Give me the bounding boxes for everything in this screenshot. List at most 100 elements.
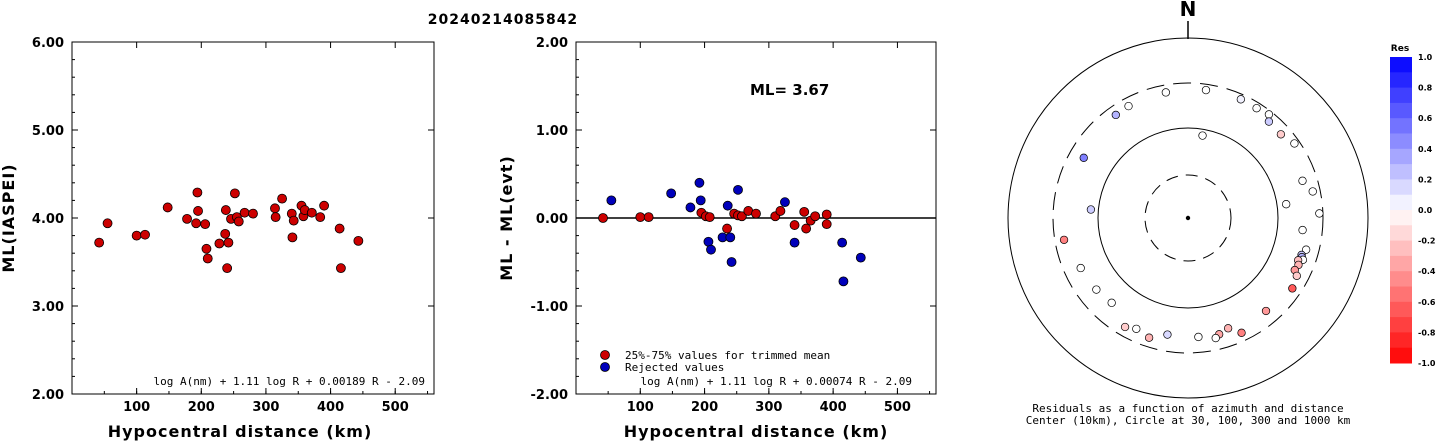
chart1-ytick-label: 6.00: [32, 36, 64, 51]
colorbar-cell: [1390, 210, 1412, 226]
polar-station-point: [1264, 110, 1274, 119]
residual-colorbar: Res 1.0 0.8 0.6 0.4 0.2 0.0 -0.2 -0.4 -0.6 -0.8 -1…: [1390, 44, 1436, 368]
chart2-series1-point: [666, 188, 677, 199]
chart1-series0-point: [319, 200, 330, 211]
chart2-series1-point: [695, 195, 706, 206]
polar-station-point: [1059, 235, 1069, 245]
chart1-series0-point: [182, 213, 192, 224]
ring-30km: [1144, 174, 1232, 262]
colorbar-tick-label: -0.4: [1418, 267, 1436, 276]
chart1-formula: log A(nm) + 1.11 log R + 0.00189 R - 2.0…: [153, 375, 425, 388]
polar-station-point: [1290, 139, 1299, 148]
polar-station-point: [1076, 263, 1085, 273]
colorbar-cell: [1390, 133, 1412, 150]
chart2-ytick-label: -2.00: [531, 388, 568, 403]
chart1-series0-point: [201, 243, 212, 254]
chart2-series1-point: [685, 202, 696, 213]
polar-station-point: [1264, 117, 1274, 126]
chart1-series0-point: [220, 205, 231, 215]
chart2-series0-point: [821, 219, 832, 230]
chart2-series1-point: [837, 237, 848, 248]
chart1-series0-point: [191, 218, 202, 229]
chart2-xtick-label: 200: [691, 400, 718, 415]
colorbar-tick-label: -1.0: [1418, 359, 1436, 368]
chart2-series0-point: [799, 206, 810, 217]
polar-station-point: [1086, 205, 1096, 214]
polar-station-point: [1236, 95, 1245, 104]
chart2-series0-point: [821, 209, 832, 220]
polar-station-point: [1161, 88, 1171, 97]
colorbar-ticks: 1.0 0.8 0.6 0.4 0.2 0.0 -0.2 -0.4 -0.6 -0.8 -1.0: [1418, 53, 1436, 368]
chart1-series0-point: [353, 235, 364, 246]
polar-points: [1059, 85, 1324, 343]
chart1-xtick-label: 500: [382, 400, 409, 415]
polar-station-point: [1092, 285, 1101, 294]
colorbar-tick-label: 0.2: [1418, 175, 1432, 184]
chart2-series1-point: [855, 252, 866, 263]
colorbar-tick-label: 0.6: [1418, 114, 1433, 123]
polar-station-point: [1211, 333, 1220, 343]
chart1-xtick-label: 300: [252, 400, 279, 415]
chart1-series0-point: [287, 232, 298, 243]
colorbar-title: Res: [1391, 44, 1409, 54]
polar-caption-line1: Residuals as a function of azimuth and d…: [1032, 402, 1343, 415]
chart1-points: [94, 187, 364, 274]
north-label: N: [1180, 0, 1197, 21]
polar-station-point: [1282, 200, 1291, 209]
colorbar-tick-label: 1.0: [1418, 53, 1433, 62]
center-dot: [1185, 215, 1191, 221]
chart2-series1-point: [725, 232, 736, 243]
chart2-series0-point: [736, 211, 747, 222]
colorbar-tick-label: -0.6: [1418, 298, 1436, 307]
polar-station-point: [1292, 271, 1301, 280]
colorbar-cell: [1390, 347, 1412, 364]
chart2-ytick-label: 1.00: [536, 124, 568, 139]
chart1-series0-point: [233, 216, 244, 227]
polar-station-point: [1194, 332, 1203, 342]
colorbar-tick-label: -0.2: [1418, 237, 1436, 246]
colorbar-tick-label: 0.0: [1418, 206, 1433, 215]
chart1-series0-point: [270, 212, 281, 223]
chart2-xtick-label: 500: [884, 400, 911, 415]
polar-caption-line2: Center (10km), Circle at 30, 100, 300 an…: [1026, 414, 1351, 427]
chart1-xlabel: Hypocentral distance (km): [108, 422, 373, 441]
legend-marker-rejected: [600, 362, 610, 372]
polar-station-point: [1107, 298, 1116, 307]
colorbar-cell: [1390, 194, 1412, 211]
polar-station-point: [1223, 324, 1233, 333]
chart1-series0-point: [229, 188, 240, 199]
ring-100km: [1097, 127, 1279, 309]
chart1-axes: 100 200 300 400 500 2.00 3.00 4.00 5.00 6.00: [32, 36, 434, 415]
colorbar-cell: [1390, 286, 1412, 303]
chart2-series0-point: [635, 212, 646, 223]
chart2-xlabel: Hypocentral distance (km): [624, 422, 889, 441]
polar-station-point: [1120, 322, 1130, 332]
chart1-series0-point: [162, 202, 173, 213]
ring-300km: [1052, 82, 1324, 354]
colorbar-cell: [1390, 271, 1412, 287]
chart1-series0-point: [192, 187, 203, 198]
chart2-series0-point: [598, 213, 608, 223]
polar-station-point: [1301, 245, 1311, 254]
colorbar-cell: [1390, 102, 1412, 119]
chart2-series1-point: [733, 184, 743, 195]
chart2-ytick-label: -1.00: [531, 300, 568, 315]
polar-station-point: [1288, 284, 1297, 293]
chart2-ytick-label: 2.00: [536, 36, 568, 51]
ring-1000km: [1007, 37, 1369, 399]
colorbar-cell: [1390, 255, 1412, 272]
figure-title: 20240214085842: [428, 12, 578, 28]
chart2-series0-point: [751, 208, 761, 219]
chart1-ylabel: ML(IASPEI): [0, 163, 18, 272]
chart2-axes: 100 200 300 400 500 -2.00 -1.00 0.00 1.00 2.00: [531, 36, 936, 415]
chart1-series0-point: [140, 229, 150, 240]
chart2-series0-point: [801, 223, 812, 234]
chart1-series0-point: [193, 206, 203, 216]
colorbar-cell: [1390, 148, 1412, 165]
chart1-series0-point: [270, 203, 280, 214]
colorbar-cell: [1390, 301, 1412, 318]
polar-station-point: [1298, 176, 1307, 185]
chart1-series0-point: [334, 223, 345, 234]
polar-station-point: [1252, 104, 1261, 113]
chart2-series1-point: [789, 237, 800, 248]
